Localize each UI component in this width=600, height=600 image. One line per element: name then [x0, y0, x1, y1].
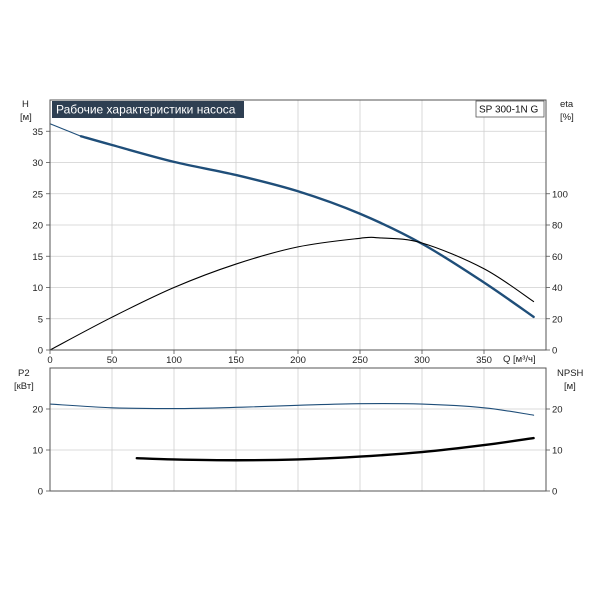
lower-plot: 0 10 20 0 10 20 P2 [кВт] NPSH [м] [14, 367, 584, 498]
upper-right-tick-label: 80 [552, 221, 563, 232]
lower-right-axis-label: NPSH [557, 368, 584, 379]
lower-grid [50, 368, 546, 491]
model-box [475, 100, 545, 118]
upper-right-axis-unit: [%] [560, 112, 574, 123]
lower-series-line-0 [49, 402, 535, 416]
lower-right-ticks: 0 10 20 [546, 405, 563, 498]
upper-left-tick-label: 0 [38, 346, 43, 357]
lower-left-axis-label: P2 [18, 368, 30, 379]
upper-grid [50, 100, 546, 350]
lower-left-axis-unit: [кВт] [14, 381, 34, 392]
x-tick-label: 50 [107, 355, 118, 366]
model-label: SP 300-1N G [479, 105, 539, 116]
upper-left-tick-label: 25 [32, 189, 43, 200]
upper-x-ticks: 0 50 100 150 200 250 300 350 [47, 350, 492, 366]
upper-series-line-1 [79, 135, 535, 319]
x-tick-label: 300 [414, 355, 430, 366]
lower-left-tick-label: 0 [38, 487, 43, 498]
upper-left-tick-label: 30 [32, 158, 43, 169]
lower-left-tick-label: 20 [32, 405, 43, 416]
upper-right-tick-label: 40 [552, 283, 563, 294]
lower-frame [49, 367, 547, 492]
upper-right-tick-label: 100 [552, 189, 568, 200]
x-tick-label: 100 [166, 355, 182, 366]
upper-left-tick-label: 5 [38, 314, 43, 325]
x-tick-label: 350 [476, 355, 492, 366]
upper-left-tick-label: 10 [32, 283, 43, 294]
upper-right-axis-label: eta [560, 99, 574, 110]
upper-right-tick-label: 60 [552, 252, 563, 263]
upper-right-tick-label: 20 [552, 314, 563, 325]
upper-right-ticks: 0 20 40 60 80 100 [546, 189, 568, 357]
lower-right-tick-label: 10 [552, 446, 563, 457]
upper-plot: 0 5 10 15 20 25 30 35 0 20 40 60 80 100 0 50 100 150 200… [20, 99, 574, 366]
upper-left-axis-label: H [22, 99, 29, 110]
lower-right-axis-unit: [м] [564, 381, 576, 392]
x-tick-label: 250 [352, 355, 368, 366]
chart-title-background [52, 101, 244, 118]
upper-left-tick-label: 20 [32, 221, 43, 232]
x-tick-label: 150 [228, 355, 244, 366]
upper-series-line-2 [49, 236, 535, 351]
upper-left-axis-unit: [м] [20, 112, 32, 123]
lower-series-line-1 [135, 436, 535, 462]
lower-series [49, 402, 535, 462]
x-tick-label: 0 [47, 355, 52, 366]
upper-left-tick-label: 35 [32, 127, 43, 138]
chart-title: Рабочие характеристики насоса [56, 103, 236, 117]
lower-left-ticks: 0 10 20 [32, 405, 50, 498]
upper-left-ticks: 0 5 10 15 20 25 30 35 [32, 127, 50, 357]
upper-series-line-0 [49, 123, 82, 137]
lower-right-tick-label: 0 [552, 487, 557, 498]
upper-series [49, 123, 535, 351]
upper-left-tick-label: 15 [32, 252, 43, 263]
upper-right-tick-label: 0 [552, 346, 557, 357]
lower-left-tick-label: 10 [32, 446, 43, 457]
x-axis-label: Q [м³/ч] [503, 354, 536, 365]
lower-right-tick-label: 20 [552, 405, 563, 416]
x-tick-label: 200 [290, 355, 306, 366]
